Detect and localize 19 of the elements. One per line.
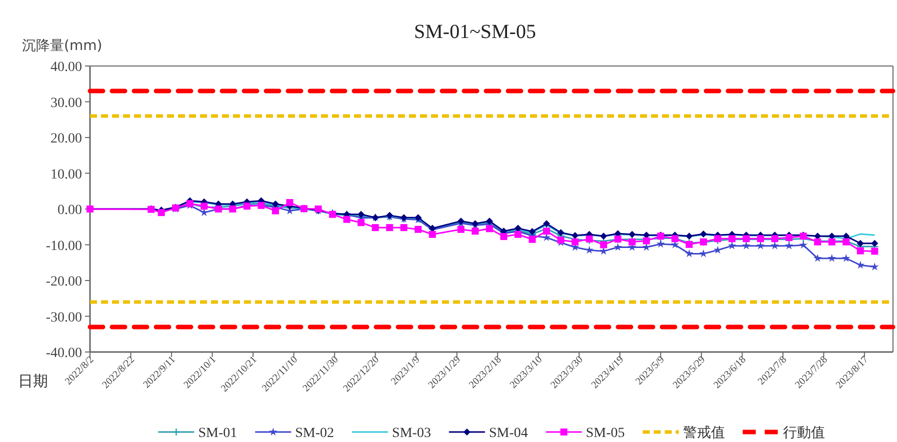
- legend-label: SM-05: [586, 426, 625, 441]
- y-tick-label: -20.00: [46, 274, 82, 290]
- y-tick-label: 40.00: [50, 60, 82, 75]
- chart-title: SM-01~SM-05: [414, 21, 536, 43]
- legend-label: SM-01: [198, 426, 238, 441]
- y-tick-label: -10.00: [46, 238, 82, 254]
- legend-label: 警戒值: [682, 425, 725, 441]
- y-tick-label: 30.00: [50, 96, 82, 111]
- y-tick-label: 10.00: [50, 167, 82, 182]
- legend-label: 行動值: [782, 425, 825, 441]
- y-tick-label: 20.00: [50, 132, 82, 146]
- legend-label: SM-02: [295, 426, 334, 441]
- y-tick-label: -30.00: [46, 310, 82, 326]
- legend-label: SM-04: [488, 426, 528, 441]
- y-tick-label: -40.00: [46, 346, 82, 361]
- y-axis-title: 沉降量(mm): [22, 38, 102, 54]
- x-axis-title: 日期: [18, 372, 48, 390]
- y-tick-label: 0.00: [58, 203, 82, 218]
- legend-label: SM-03: [392, 426, 431, 441]
